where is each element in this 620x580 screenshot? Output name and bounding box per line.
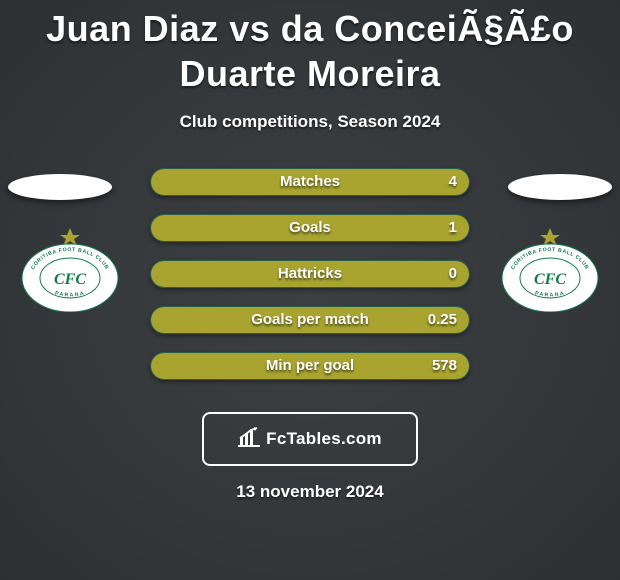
stat-bars: Matches4Goals1Hattricks0Goals per match0… (150, 168, 470, 380)
brand-text: FcTables.com (266, 429, 382, 449)
stat-bar-1: Goals1 (150, 214, 470, 242)
stat-bar-label: Matches (151, 169, 469, 195)
subtitle: Club competitions, Season 2024 (0, 112, 620, 132)
stat-bar-4: Min per goal578 (150, 352, 470, 380)
stat-bar-value: 0 (449, 261, 457, 287)
club-badge-left: CORITIBA FOOT BALL CLUBPARANACFC (20, 228, 120, 312)
date-label: 13 november 2024 (0, 482, 620, 502)
page-title: Juan Diaz vs da ConceiÃ§Ã£o Duarte Morei… (0, 0, 620, 96)
bar-chart-icon (238, 427, 260, 452)
stat-bar-3: Goals per match0.25 (150, 306, 470, 334)
svg-text:CFC: CFC (54, 271, 86, 288)
stat-bar-label: Min per goal (151, 353, 469, 379)
svg-text:CFC: CFC (534, 271, 566, 288)
comparison-stage: CORITIBA FOOT BALL CLUBPARANACFC CORITIB… (0, 168, 620, 398)
stat-bar-2: Hattricks0 (150, 260, 470, 288)
stat-bar-label: Goals (151, 215, 469, 241)
stat-bar-value: 578 (432, 353, 457, 379)
stat-bar-value: 4 (449, 169, 457, 195)
stat-bar-value: 0.25 (428, 307, 457, 333)
stat-bar-0: Matches4 (150, 168, 470, 196)
stat-bar-label: Hattricks (151, 261, 469, 287)
stat-bar-label: Goals per match (151, 307, 469, 333)
club-badge-right: CORITIBA FOOT BALL CLUBPARANACFC (500, 228, 600, 312)
brand-footer: FcTables.com (202, 412, 418, 466)
stat-bar-value: 1 (449, 215, 457, 241)
player-left-ellipse (8, 174, 112, 200)
player-right-ellipse (508, 174, 612, 200)
